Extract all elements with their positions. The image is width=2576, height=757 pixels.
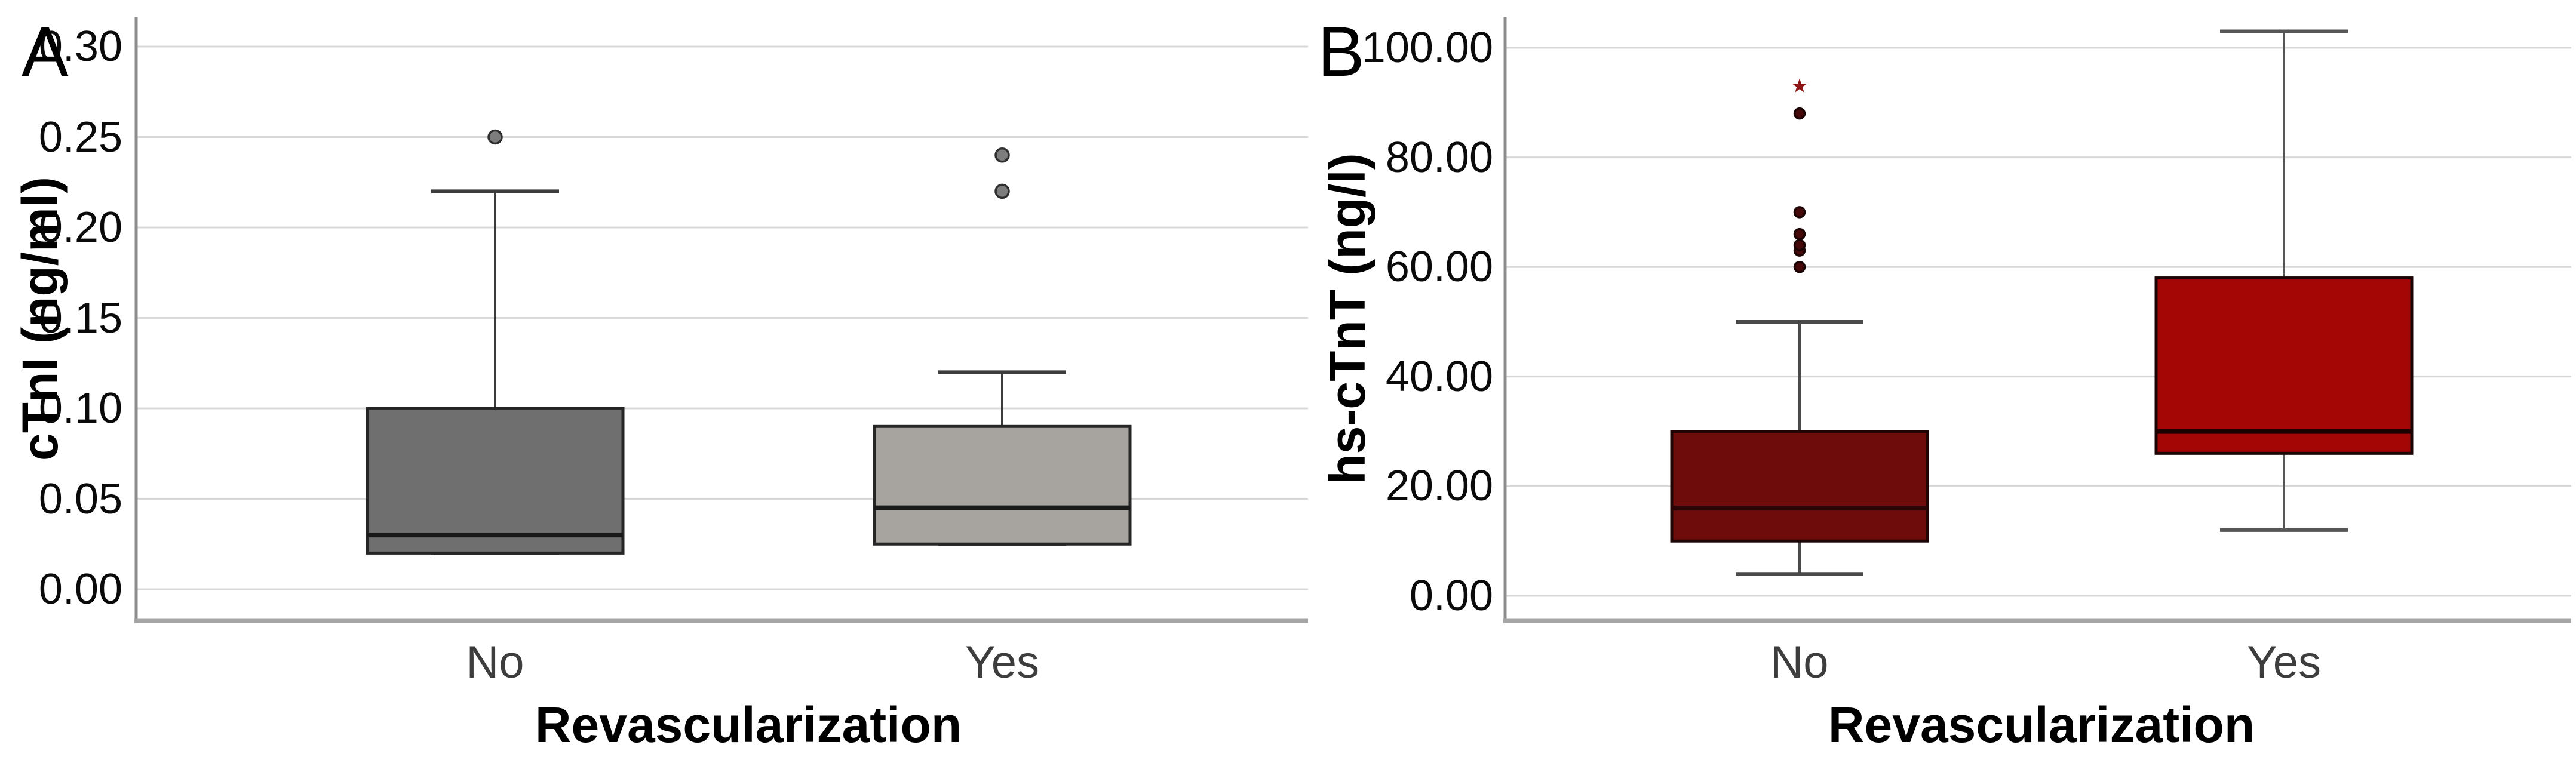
y-tick-label: 20.00 (1385, 462, 1493, 510)
y-tick-label: 0.15 (38, 294, 122, 342)
y-tick-label: 0.30 (38, 23, 122, 70)
outlier-dot (1793, 227, 1806, 241)
y-axis-title-a: cTnI (ng/ml) (12, 177, 68, 461)
outlier-dot (1793, 239, 1806, 251)
outlier-dot (994, 183, 1010, 199)
category-label-b-no: No (1770, 637, 1829, 688)
extreme-star (1792, 78, 1807, 93)
y-tick-label: 0.10 (38, 384, 122, 432)
box-B-Yes (2154, 276, 2414, 455)
outlier-dot (1793, 107, 1806, 120)
outlier-dot (1793, 206, 1806, 219)
y-tick-label: 0.20 (38, 204, 122, 251)
y-tick-label: 0.05 (38, 475, 122, 523)
x-axis-title-b: Revascularization (1828, 697, 2255, 753)
panel-letter-a: A (22, 13, 69, 91)
panel-letter-b: B (1318, 13, 1365, 91)
y-tick-label: 0.00 (38, 565, 122, 613)
y-tick-label: 0.25 (38, 113, 122, 161)
y-tick-label: 100.00 (1361, 24, 1493, 72)
y-tick-label: 40.00 (1385, 352, 1493, 401)
x-axis-title-a: Revascularization (535, 697, 962, 753)
box-A-Yes (873, 424, 1132, 546)
y-tick-label: 0.00 (1409, 572, 1493, 620)
category-label-a-yes: Yes (965, 637, 1039, 688)
outlier-dot (994, 147, 1010, 163)
box-A-No (366, 407, 625, 555)
category-label-a-no: No (466, 637, 524, 688)
y-axis-title-b: hs-cTnT (ng/l) (1319, 153, 1375, 485)
box-B-No (1670, 430, 1929, 543)
outlier-dot (1793, 260, 1806, 273)
outlier-dot (487, 129, 503, 145)
y-tick-label: 60.00 (1385, 243, 1493, 291)
y-tick-label: 80.00 (1385, 133, 1493, 181)
category-label-b-yes: Yes (2247, 637, 2321, 688)
